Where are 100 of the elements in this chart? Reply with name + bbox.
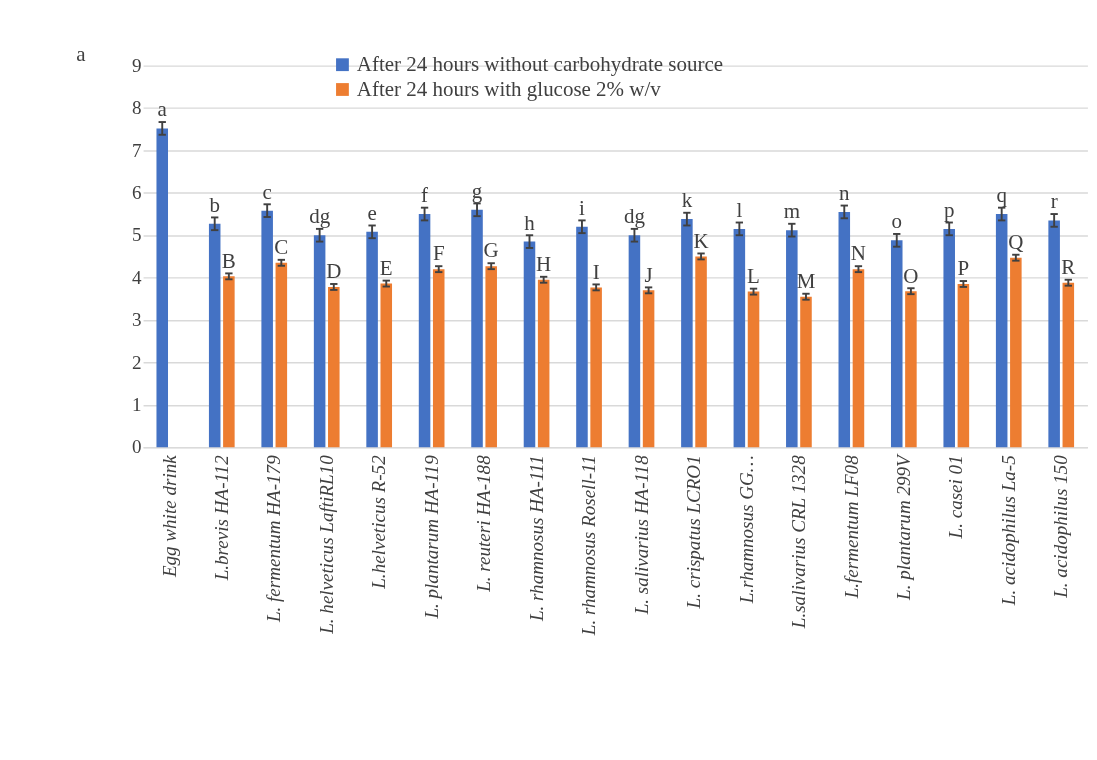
x-tick-label: Egg white drink (158, 454, 180, 579)
annotation: N (850, 241, 867, 266)
y-tick-label: 9 (132, 54, 142, 76)
x-tick-label: L. acidophilus La-5 (997, 455, 1019, 607)
bar (418, 214, 431, 448)
bar (695, 256, 707, 448)
bar (471, 209, 483, 448)
y-tick-label: 7 (132, 139, 142, 161)
x-tick-label: L. reuteri HA-188 (473, 454, 495, 593)
bar (890, 240, 903, 448)
bar (537, 279, 550, 448)
bar (642, 290, 655, 448)
x-tick-label: L. salivarius HA-118 (630, 454, 652, 616)
annotation: B (221, 248, 236, 273)
annotation: O (903, 263, 919, 288)
bar (628, 235, 641, 448)
bar (838, 211, 851, 448)
y-tick-label: 1 (132, 394, 142, 416)
annotation: H (536, 252, 552, 277)
annotation: b (209, 192, 220, 217)
annotation: q (996, 182, 1008, 207)
x-tick-label: L.helveticus R-52 (368, 454, 390, 590)
legend-label: After 24 hours without carbohydrate source (356, 52, 724, 77)
annotation: n (839, 180, 851, 205)
bar (223, 276, 235, 448)
annotation: m (783, 199, 800, 224)
annotation: G (483, 238, 499, 263)
annotation: I (592, 259, 600, 284)
legend-label: After 24 hours with glucose 2% w/v (356, 77, 662, 102)
annotation: K (693, 228, 709, 253)
bar (995, 214, 1008, 448)
annotation: g (471, 178, 483, 203)
x-tick-label: L. plantarum 299V (893, 452, 915, 601)
bar (328, 286, 340, 448)
bar (485, 266, 497, 448)
annotation: C (274, 235, 289, 260)
x-tick-label: L.salivarius CRL 1328 (788, 454, 810, 630)
bar (957, 283, 970, 448)
annotation: p (943, 197, 955, 222)
y-tick-label: 4 (132, 266, 143, 288)
bar (156, 128, 169, 448)
annotation: c (262, 179, 272, 204)
bar (786, 230, 798, 448)
x-tick-label: L.brevis HA-112 (210, 454, 232, 582)
x-tick-label: L. rhamnosus Rosell-11 (578, 455, 600, 637)
bar (1062, 282, 1075, 448)
y-tick-label: 3 (132, 309, 142, 331)
annotation: e (367, 200, 377, 225)
x-tick-label: L.rhamnosus GG… (735, 455, 757, 605)
y-tick-label: 0 (132, 436, 142, 458)
annotation: R (1061, 255, 1076, 280)
y-tick-label: 8 (132, 97, 142, 119)
x-tick-label: L. acidophilus 150 (1050, 454, 1072, 599)
annotation: k (681, 188, 693, 213)
x-tick-label: L. plantarum HA-119 (420, 454, 442, 620)
x-tick-label: L. casei 01 (945, 455, 967, 540)
bar (208, 223, 221, 448)
bar (852, 269, 865, 448)
bar (590, 287, 602, 448)
annotation: dg (623, 204, 646, 229)
annotation: Q (1008, 230, 1024, 255)
bar (261, 210, 273, 448)
text: a (76, 41, 87, 66)
bar (800, 296, 812, 448)
annotation: dg (309, 204, 331, 229)
annotation: l (736, 197, 743, 222)
annotation: D (326, 259, 342, 284)
x-tick-label: L. rhamnosus HA-111 (525, 455, 547, 623)
bar (313, 235, 326, 448)
bar (380, 283, 393, 448)
annotation: h (524, 210, 536, 235)
bar (523, 241, 536, 448)
bar (681, 219, 693, 448)
y-tick-label: 2 (132, 351, 142, 373)
annotation: o (891, 209, 902, 234)
x-tick-label: L. crispatus LCRO1 (683, 455, 705, 610)
x-tick-label: L. fermentum HA-179 (263, 454, 285, 624)
x-tick-label: L.fermentum LF08 (840, 454, 862, 600)
bar (905, 291, 917, 448)
bar (747, 291, 760, 448)
annotation: i (579, 195, 586, 220)
bar (733, 228, 746, 448)
annotation: E (379, 255, 393, 280)
bar (275, 262, 288, 448)
y-tick-label: 5 (132, 224, 142, 246)
annotation: F (432, 241, 445, 266)
bar (1010, 257, 1022, 448)
bar (576, 226, 588, 448)
bar (366, 231, 378, 448)
annotation: f (421, 182, 429, 207)
bar (1048, 220, 1060, 448)
annotation: P (957, 256, 970, 281)
bar (943, 228, 955, 448)
annotation: L (747, 263, 760, 288)
annotation: a (157, 97, 168, 122)
y-tick-label: 6 (132, 182, 142, 204)
x-tick-label: L. helveticus LaftiRL10 (315, 454, 337, 635)
bar (432, 269, 445, 448)
annotation: J (644, 262, 653, 287)
annotation: r (1050, 189, 1058, 214)
